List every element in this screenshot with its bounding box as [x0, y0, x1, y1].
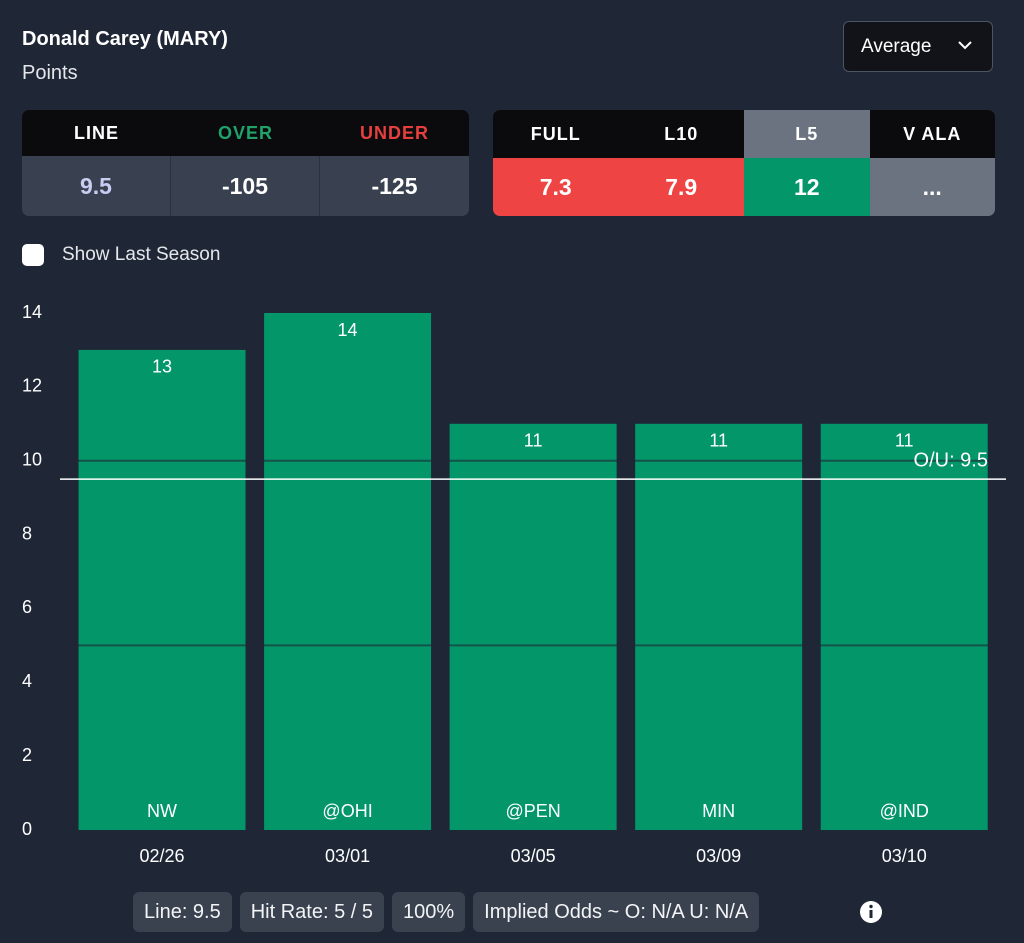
- value-cell: 7.3: [493, 158, 619, 216]
- x-tick-label: 02/26: [140, 846, 185, 866]
- dropdown[interactable]: Average: [843, 21, 993, 72]
- bar: [635, 423, 803, 830]
- y-tick-label: 10: [22, 449, 42, 469]
- value-cell: 12: [744, 158, 870, 216]
- y-tick-label: 0: [22, 819, 32, 839]
- header-cell: LINE: [22, 110, 171, 156]
- value-cell: -125: [371, 172, 418, 199]
- chevron: [958, 41, 972, 50]
- odds-table: LINE OVER UNDER 9.5 -105 -125: [22, 110, 469, 216]
- value-cell: -105: [171, 156, 320, 216]
- header-cell[interactable]: L5: [744, 110, 870, 158]
- header-cell[interactable]: FULL: [493, 110, 619, 158]
- x-tick-label: 03/10: [882, 846, 927, 866]
- opponent-label: @PEN: [505, 801, 560, 821]
- bar: [78, 349, 246, 830]
- value-cell: 7.9: [618, 158, 744, 216]
- value-label: 13: [152, 357, 172, 377]
- value-label: 11: [524, 431, 543, 451]
- bar: [449, 423, 617, 830]
- dropdown-label: Average: [861, 35, 932, 57]
- x-tick-label: 03/05: [511, 846, 556, 866]
- bar: [820, 423, 988, 830]
- y-tick-label: 6: [22, 597, 32, 617]
- header-cell[interactable]: V ALA: [869, 110, 995, 158]
- footer-pills: Line: 9.5 Hit Rate: 5 / 5 100% Implied O…: [133, 892, 760, 932]
- y-tick-label: 4: [22, 671, 32, 691]
- averages-table: FULL L10 L5 V ALA 7.3 7.9 12 ...: [493, 110, 995, 216]
- opponent-label: @OHI: [322, 801, 372, 821]
- header-cell[interactable]: L10: [618, 110, 744, 158]
- header-cell: OVER: [171, 110, 320, 156]
- pill: Line: 9.5: [133, 892, 232, 932]
- header-cell: UNDER: [320, 110, 469, 156]
- value-cell: ...: [869, 158, 995, 216]
- value-label: 11: [709, 431, 728, 451]
- pill: 100%: [392, 892, 466, 932]
- player-title: Donald Carey (MARY): [22, 28, 228, 50]
- stat-subtitle: Points: [22, 62, 78, 84]
- value-label: 11: [895, 431, 914, 451]
- chart: 0 2 4 6 8 10 12 14 13 NW 02/26 14 @OHI 03/01 11 @PEN 03/…: [22, 302, 1006, 866]
- value-label: 14: [338, 320, 358, 340]
- checkbox[interactable]: [22, 244, 44, 266]
- pill: Implied Odds ~ O: N/A U: N/A: [473, 892, 760, 932]
- x-tick-label: 03/09: [696, 846, 741, 866]
- opponent-label: NW: [147, 801, 177, 821]
- opponent-label: @IND: [880, 801, 929, 821]
- reference-label: O/U: 9.5: [914, 449, 988, 471]
- bar: [264, 313, 432, 830]
- y-tick-label: 12: [22, 376, 42, 396]
- info-icon[interactable]: [859, 900, 883, 924]
- x-tick-label: 03/01: [325, 846, 370, 866]
- y-tick-label: 8: [22, 523, 32, 543]
- y-tick-label: 2: [22, 745, 32, 765]
- checkbox-label: Show Last Season: [62, 244, 221, 265]
- y-tick-label: 14: [22, 302, 42, 322]
- opponent-label: MIN: [702, 801, 735, 821]
- pill: Hit Rate: 5 / 5: [239, 892, 385, 932]
- value-cell: 9.5: [22, 156, 171, 216]
